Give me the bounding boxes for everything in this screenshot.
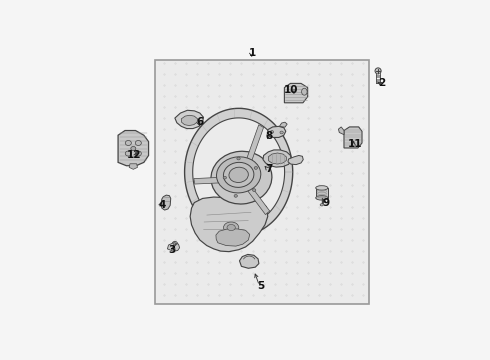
Ellipse shape xyxy=(301,88,307,95)
Polygon shape xyxy=(269,153,286,164)
Polygon shape xyxy=(240,255,259,268)
Text: 1: 1 xyxy=(249,48,256,58)
Text: 9: 9 xyxy=(322,198,330,208)
Ellipse shape xyxy=(227,225,235,231)
Polygon shape xyxy=(175,110,203,129)
Polygon shape xyxy=(168,243,180,251)
Ellipse shape xyxy=(223,162,254,187)
Ellipse shape xyxy=(135,151,141,156)
Text: 4: 4 xyxy=(158,201,166,210)
Polygon shape xyxy=(268,126,286,138)
Ellipse shape xyxy=(252,189,256,192)
Polygon shape xyxy=(244,125,264,170)
Text: 3: 3 xyxy=(169,245,176,255)
Polygon shape xyxy=(263,150,292,167)
Bar xyxy=(155,60,369,304)
Polygon shape xyxy=(185,108,293,236)
Polygon shape xyxy=(129,164,138,169)
Text: 6: 6 xyxy=(196,117,203,127)
Ellipse shape xyxy=(375,68,381,74)
Text: 2: 2 xyxy=(378,78,385,89)
Text: 8: 8 xyxy=(266,131,273,141)
Ellipse shape xyxy=(280,131,283,134)
Ellipse shape xyxy=(173,243,176,246)
Ellipse shape xyxy=(125,140,131,145)
Polygon shape xyxy=(194,177,232,184)
Polygon shape xyxy=(190,197,268,252)
Ellipse shape xyxy=(125,151,131,156)
Polygon shape xyxy=(245,184,270,215)
Ellipse shape xyxy=(270,131,273,133)
Bar xyxy=(316,188,328,198)
Text: 12: 12 xyxy=(127,150,142,161)
Text: 7: 7 xyxy=(266,164,273,174)
Ellipse shape xyxy=(229,167,248,183)
Text: 10: 10 xyxy=(284,85,298,95)
Polygon shape xyxy=(161,195,171,210)
Polygon shape xyxy=(193,118,285,226)
Polygon shape xyxy=(339,127,344,135)
Ellipse shape xyxy=(223,176,226,179)
Ellipse shape xyxy=(217,157,261,193)
Ellipse shape xyxy=(223,222,239,233)
Polygon shape xyxy=(284,84,308,103)
Ellipse shape xyxy=(254,167,257,169)
Ellipse shape xyxy=(135,140,141,145)
Polygon shape xyxy=(344,127,362,148)
Ellipse shape xyxy=(316,195,328,200)
Polygon shape xyxy=(181,115,197,126)
Ellipse shape xyxy=(172,242,178,247)
Polygon shape xyxy=(279,122,287,127)
Polygon shape xyxy=(118,131,148,166)
Ellipse shape xyxy=(237,157,240,160)
Polygon shape xyxy=(288,156,303,165)
Ellipse shape xyxy=(131,147,136,150)
Polygon shape xyxy=(216,229,250,246)
Text: 11: 11 xyxy=(348,139,362,149)
Ellipse shape xyxy=(211,151,272,204)
Ellipse shape xyxy=(316,186,328,190)
Ellipse shape xyxy=(234,194,237,197)
Text: 5: 5 xyxy=(257,281,265,291)
Ellipse shape xyxy=(320,204,323,206)
